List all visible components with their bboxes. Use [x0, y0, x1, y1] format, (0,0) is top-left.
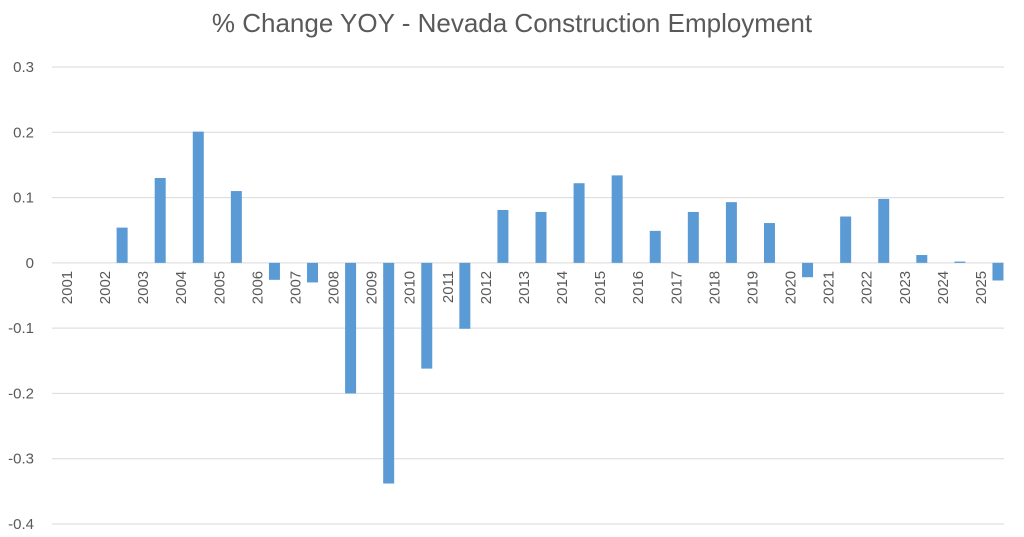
- x-tick-label-2013: 2013: [516, 271, 533, 304]
- y-tick-label: 0: [26, 255, 34, 272]
- x-tick-label-2007: 2007: [287, 271, 304, 304]
- bar-2022: [878, 198, 890, 263]
- bar-2005: [230, 191, 242, 263]
- x-tick-label-2002: 2002: [97, 271, 114, 304]
- bar-2009: [383, 262, 395, 484]
- bar-2023: [916, 255, 928, 263]
- bar-2017: [687, 211, 699, 263]
- bar-2020: [802, 262, 814, 278]
- x-tick-label-2019: 2019: [744, 271, 761, 304]
- bars: [116, 131, 1004, 484]
- y-tick-label: -0.3: [8, 451, 34, 468]
- x-tick-label-2012: 2012: [478, 271, 495, 304]
- bar-2019: [763, 223, 775, 263]
- bar-2003: [154, 177, 166, 263]
- x-tick-label-2014: 2014: [554, 271, 571, 304]
- x-tick-label-2011: 2011: [440, 271, 457, 303]
- gridlines: [52, 66, 1004, 525]
- bar-2011: [459, 262, 471, 329]
- y-tick-label: 0.1: [13, 190, 34, 207]
- bar-2024: [954, 261, 966, 263]
- bar-2012: [497, 209, 509, 263]
- bar-2006: [268, 262, 280, 280]
- bar-2010: [421, 262, 433, 369]
- x-tick-label-2017: 2017: [668, 271, 685, 304]
- x-tick-label-2008: 2008: [326, 271, 343, 304]
- bar-2025: [992, 262, 1004, 281]
- x-tick-label-2025: 2025: [973, 271, 990, 304]
- x-tick-label-2021: 2021: [821, 271, 838, 304]
- x-tick-label-2020: 2020: [783, 271, 800, 304]
- y-tick-label: -0.4: [8, 516, 34, 533]
- x-tick-label-2004: 2004: [173, 271, 190, 304]
- bar-2018: [725, 202, 737, 263]
- x-tick-label-2006: 2006: [249, 271, 266, 304]
- bar-2004: [192, 131, 204, 263]
- x-tick-label-2005: 2005: [211, 271, 228, 304]
- bar-2015: [611, 175, 623, 263]
- x-tick-label-2018: 2018: [706, 271, 723, 304]
- bar-2013: [535, 211, 547, 263]
- x-tick-label-2009: 2009: [364, 271, 381, 304]
- bar-2016: [649, 230, 661, 263]
- x-tick-label-2003: 2003: [135, 271, 152, 304]
- x-tick-label-2010: 2010: [402, 271, 419, 304]
- y-tick-label: -0.2: [8, 385, 34, 402]
- bar-2008: [345, 262, 357, 394]
- x-tick-label-2022: 2022: [859, 271, 876, 304]
- x-tick-label-2001: 2001: [59, 271, 76, 304]
- chart-title: % Change YOY - Nevada Construction Emplo…: [211, 8, 813, 38]
- y-tick-label: -0.1: [8, 320, 34, 337]
- y-tick-label: 0.3: [13, 59, 34, 76]
- x-tick-label-2016: 2016: [630, 271, 647, 304]
- bar-2021: [840, 216, 852, 263]
- x-tick-label-2023: 2023: [897, 271, 914, 304]
- x-tick-label-2015: 2015: [592, 271, 609, 304]
- bar-2007: [307, 262, 319, 283]
- y-tick-label: 0.2: [13, 124, 34, 141]
- y-axis-ticks: 0.3 0.2 0.1 0 -0.1 -0.2 -0.3 -0.4: [8, 59, 34, 533]
- x-axis-labels: 2001 2002 2003 2004 2005 2006 2007 2008 2009 2010…: [59, 271, 990, 304]
- bar-2014: [573, 183, 585, 263]
- x-tick-label-2024: 2024: [935, 271, 952, 304]
- bar-2002: [116, 227, 128, 263]
